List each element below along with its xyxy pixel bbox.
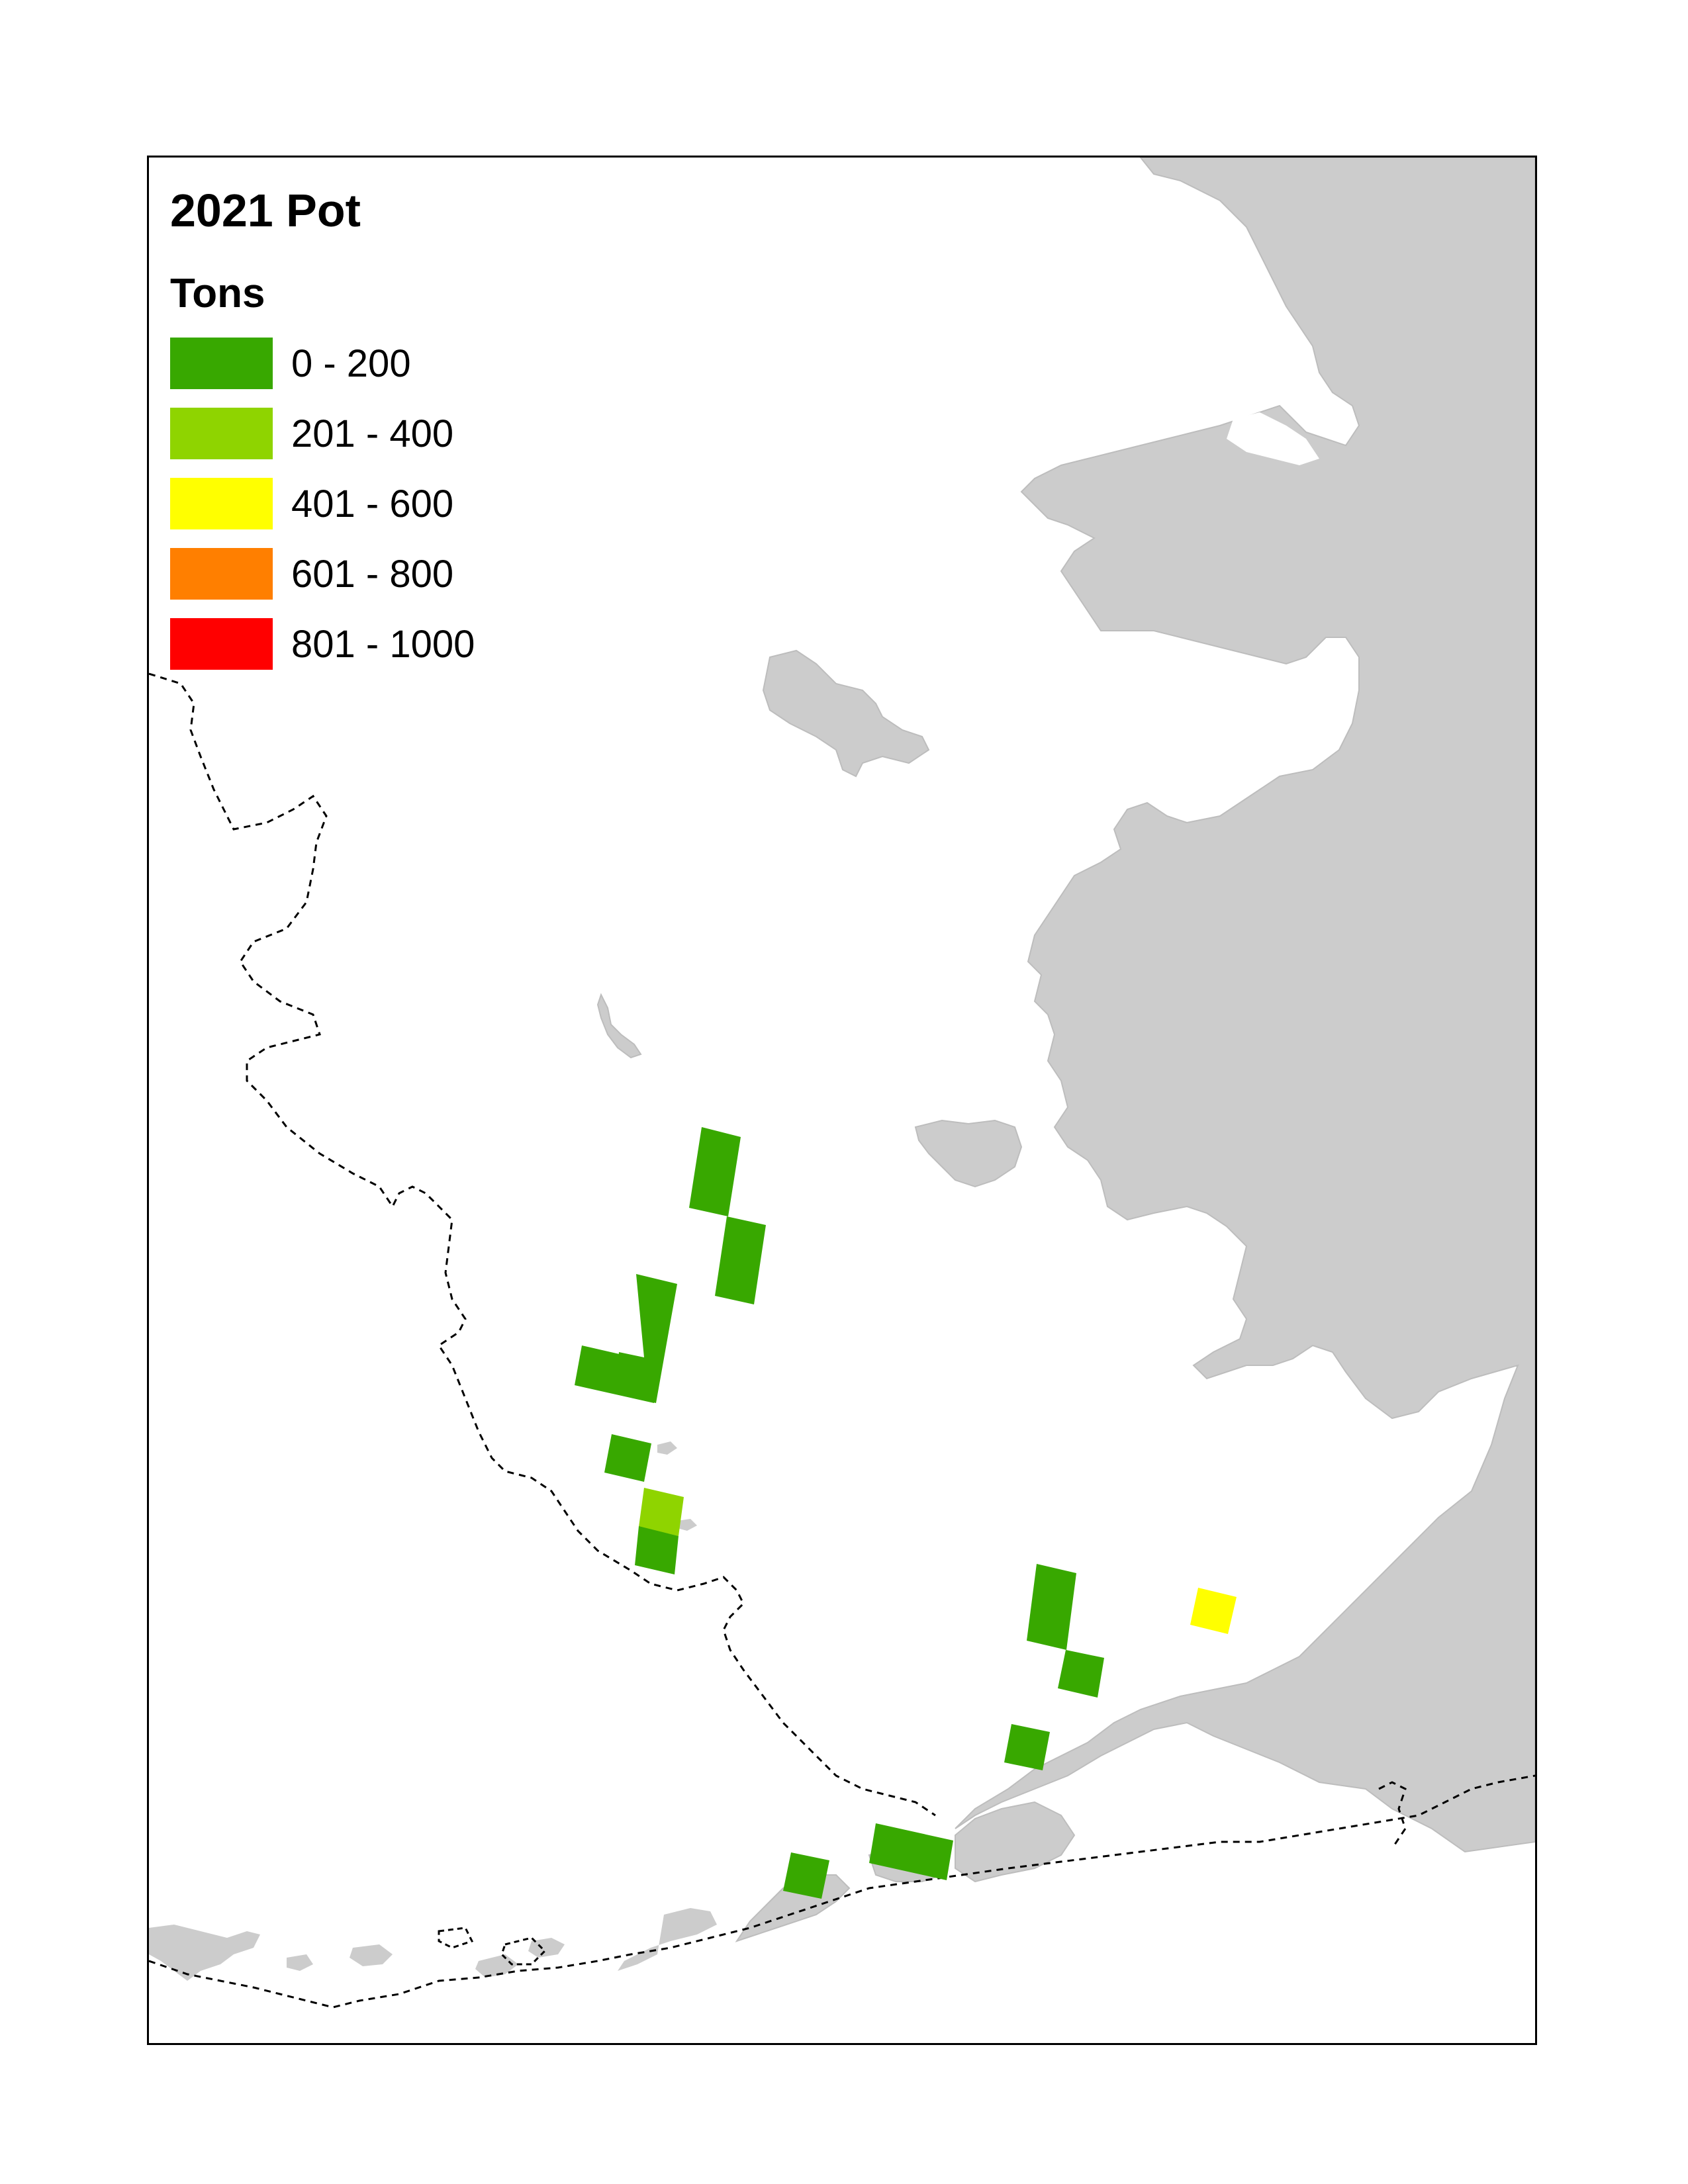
catch-cell [604,1434,651,1482]
atka-island [475,1954,518,1978]
nunivak-island [914,1119,1023,1188]
map-frame: 2021 Pot Tons 0 - 200 201 - 400 401 - 60… [147,156,1537,2045]
map-canvas [149,158,1535,2009]
catch-cell [689,1127,741,1216]
legend-swatch [170,478,273,529]
adak-island [350,1944,393,1966]
legend-label: 201 - 400 [291,412,454,455]
legend-label: 801 - 1000 [291,623,475,666]
catch-cell [783,1852,829,1899]
catch-cell [869,1823,953,1880]
aleutian-islet-ring-1 [438,1927,474,1949]
mainland-alaska [955,158,1535,1853]
catch-cell [635,1526,679,1574]
catch-cell [1027,1564,1076,1650]
map-title: 2021 Pot [170,185,361,236]
legend-label: 0 - 200 [291,342,411,385]
inner-bay [1227,412,1319,465]
legend-swatch [170,548,273,600]
legend-swatch [170,408,273,459]
unimak-island [955,1801,1076,1883]
catch-cell [1004,1724,1050,1770]
st-matthew-island [596,993,642,1059]
st-paul-island [657,1441,677,1455]
st-lawrence-island [762,649,930,778]
catch-cell [1190,1588,1237,1634]
catch-cell [715,1216,766,1304]
catch-cell [575,1345,657,1403]
southern-boundary-line [149,1774,1535,2009]
catch-cell [639,1488,684,1536]
legend-title: Tons [170,271,265,316]
catch-cell [1058,1650,1104,1698]
legend-label: 401 - 600 [291,482,454,525]
rat-islands [149,1925,260,1981]
maritime-boundary-line [149,672,936,1817]
andreanof-islands [528,1938,565,1958]
legend-swatch [170,618,273,670]
legend-swatch [170,338,273,389]
near-islands [287,1954,313,1971]
catch-cells [575,1127,1237,1899]
st-george-island [677,1519,697,1531]
gulf-boundary-line [1378,1781,1407,1849]
legend-label: 601 - 800 [291,553,454,596]
islands-of-four-mountains [618,1908,717,1971]
